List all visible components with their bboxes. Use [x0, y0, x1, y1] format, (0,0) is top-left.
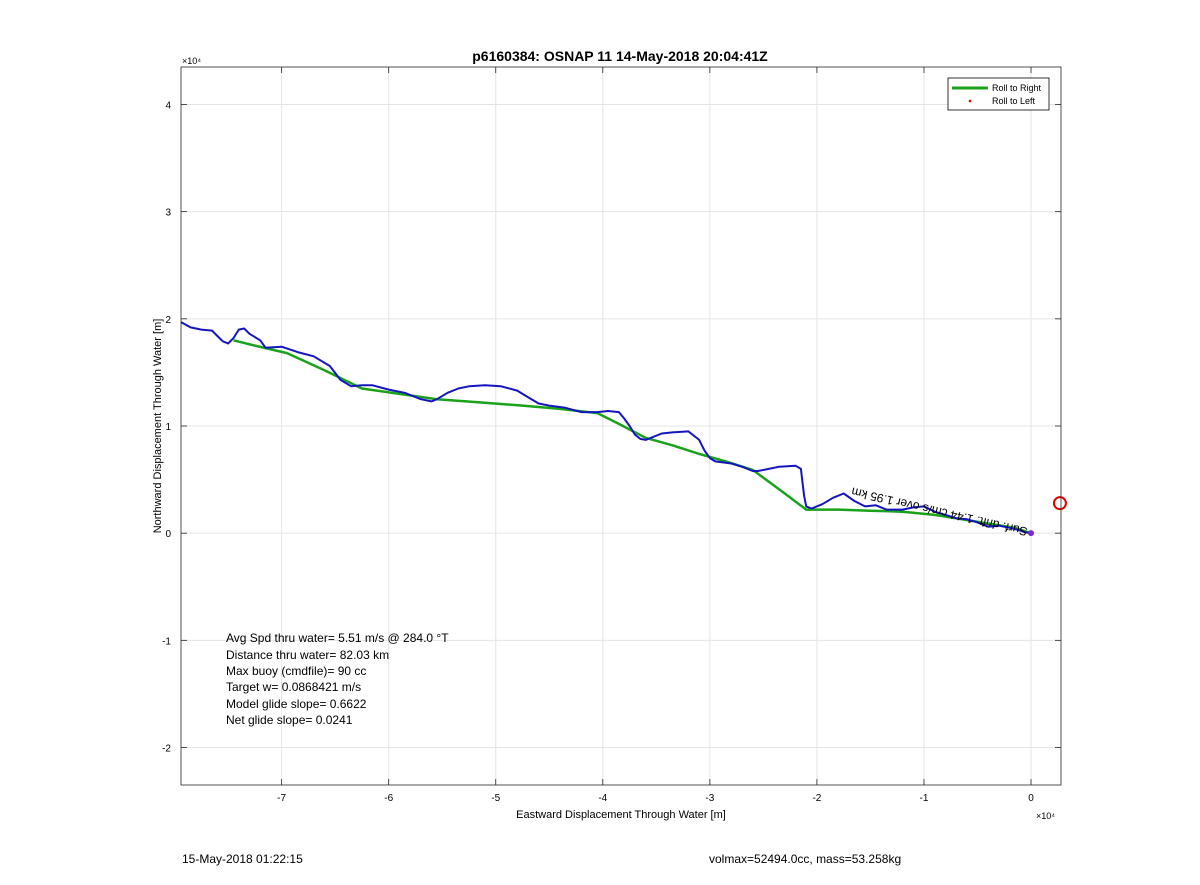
legend-label-roll-right: Roll to Right: [992, 83, 1042, 93]
y-tick-label: 3: [165, 208, 171, 219]
chart-title: p6160384: OSNAP 11 14-May-2018 20:04:41Z: [472, 48, 768, 64]
x-axis-label: Eastward Displacement Through Water [m]: [516, 809, 726, 821]
y-tick-label: -2: [162, 743, 171, 754]
legend-box: [947, 77, 1050, 111]
x-tick-label: -1: [920, 793, 929, 804]
end-marker: [1052, 496, 1067, 511]
series-line-roll-to-right: [233, 339, 1032, 535]
x-tick-label: -7: [277, 793, 286, 804]
x-tick-label: -4: [598, 793, 607, 804]
y-exponent-label: ×10⁴: [182, 56, 201, 66]
x-tick-label: 0: [1028, 793, 1034, 804]
grid-lines: [181, 67, 1061, 785]
series-line-track: [180, 321, 1032, 535]
stat-net-glide-slope: Net glide slope= 0.0241: [226, 713, 353, 727]
y-tick-label: -1: [162, 636, 171, 647]
y-tick-label: 4: [165, 101, 171, 112]
stat-distance: Distance thru water= 82.03 km: [226, 648, 389, 662]
x-tick-label: -6: [384, 793, 393, 804]
y-axis-label: Northward Displacement Through Water [m]: [152, 319, 164, 534]
y-tick-label: 0: [165, 529, 171, 540]
stats-annotation: Avg Spd thru water= 5.51 m/s @ 284.0 °T …: [226, 631, 449, 727]
footer-timestamp: 15-May-2018 01:22:15: [182, 852, 303, 866]
footer-mass-info: volmax=52494.0cc, mass=53.258kg: [709, 852, 902, 866]
stat-target-w: Target w= 0.0868421 m/s: [226, 680, 361, 694]
x-tick-label: -5: [491, 793, 500, 804]
stat-model-glide-slope: Model glide slope= 0.6622: [226, 697, 367, 711]
x-tick-label: -2: [812, 793, 821, 804]
axis-ticks: -7 -6 -5 -4 -3 -2 -1 0 -2 -1 0 1 2 3 4: [162, 67, 1061, 804]
stat-avg-speed: Avg Spd thru water= 5.51 m/s @ 284.0 °T: [226, 631, 449, 645]
y-tick-label: 2: [165, 315, 171, 326]
legend: Roll to Right Roll to Left: [947, 77, 1050, 111]
x-exponent-label: ×10⁴: [1036, 811, 1055, 821]
origin-marker: [1028, 530, 1035, 537]
plot-series: [180, 321, 1067, 537]
stat-max-buoy: Max buoy (cmdfile)= 90 cc: [226, 664, 366, 678]
x-tick-label: -3: [705, 793, 714, 804]
y-tick-label: 1: [165, 422, 171, 433]
legend-swatch-roll-left: [968, 99, 972, 103]
legend-label-roll-left: Roll to Left: [992, 96, 1036, 106]
